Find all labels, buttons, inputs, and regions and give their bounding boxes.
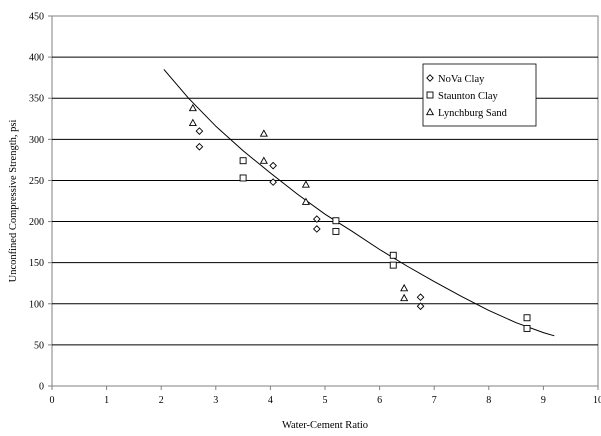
y-tick-label: 0 xyxy=(39,382,44,393)
data-point xyxy=(188,118,197,126)
data-point xyxy=(301,197,310,205)
legend-label: Lynchburg Sand xyxy=(438,108,508,119)
legend-marker xyxy=(425,107,435,116)
x-tick-label: 5 xyxy=(323,395,328,406)
y-tick-label: 200 xyxy=(29,217,44,228)
x-tick-label: 9 xyxy=(541,395,546,406)
data-point xyxy=(332,227,340,235)
data-point xyxy=(416,293,425,302)
y-axis: 0 50 100 150 200 250 300 350 400 450 xyxy=(29,12,52,393)
legend-label: NoVa Clay xyxy=(438,74,485,85)
data-point xyxy=(523,324,531,332)
y-tick-label: 450 xyxy=(29,12,44,23)
legend-box xyxy=(422,63,537,127)
x-tick-label: 6 xyxy=(377,395,382,406)
data-point xyxy=(301,180,310,188)
data-point xyxy=(195,142,204,151)
data-point xyxy=(332,217,340,225)
data-point xyxy=(312,215,321,223)
y-tick-label: 250 xyxy=(29,176,44,187)
data-point xyxy=(259,129,268,137)
x-tick-label: 4 xyxy=(268,395,273,406)
data-point xyxy=(400,293,409,302)
data-point xyxy=(239,157,247,165)
data-point xyxy=(269,178,277,186)
data-point xyxy=(416,302,425,311)
y-tick-label: 350 xyxy=(29,94,44,105)
legend: NoVa Clay Staunton Clay Lynchburg Sand xyxy=(422,63,537,127)
data-point xyxy=(188,103,197,112)
legend-label: Staunton Clay xyxy=(438,91,499,102)
data-point xyxy=(269,161,277,170)
y-axis-title: Unconfined Compressive Strength, psi xyxy=(8,120,19,283)
data-point xyxy=(259,156,268,164)
x-tick-label: 10 xyxy=(593,395,601,406)
data-point xyxy=(523,314,531,322)
x-tick-label: 0 xyxy=(50,395,55,406)
y-tick-label: 400 xyxy=(29,53,44,64)
x-tick-label: 7 xyxy=(432,395,437,406)
data-point xyxy=(312,225,321,233)
y-tick-label: 100 xyxy=(29,299,44,310)
x-tick-label: 2 xyxy=(159,395,164,406)
legend-marker xyxy=(426,74,434,82)
x-axis-title: Water-Cement Ratio xyxy=(282,420,368,431)
data-point xyxy=(389,251,397,259)
x-axis: 0 1 2 3 4 5 6 7 8 9 10 xyxy=(50,386,601,406)
y-tick-label: 50 xyxy=(34,340,44,351)
legend-marker xyxy=(426,91,434,99)
data-point xyxy=(195,127,204,135)
data-point xyxy=(400,283,409,292)
x-tick-label: 8 xyxy=(486,395,491,406)
x-tick-label: 1 xyxy=(104,395,109,406)
trendline xyxy=(163,69,555,337)
y-tick-label: 150 xyxy=(29,258,44,269)
data-points xyxy=(188,103,531,332)
y-tick-label: 300 xyxy=(29,135,44,146)
data-point xyxy=(239,174,247,182)
data-point xyxy=(389,261,397,269)
x-tick-label: 3 xyxy=(213,395,218,406)
